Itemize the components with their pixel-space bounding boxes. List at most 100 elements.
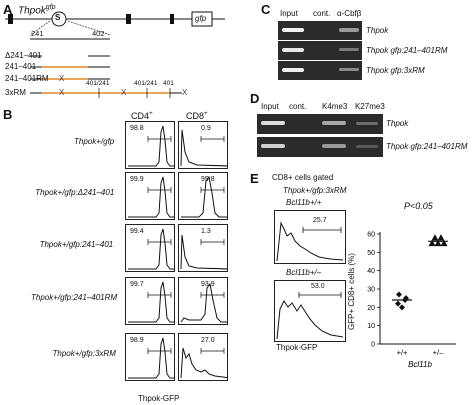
y-tick-label: 10 xyxy=(367,323,375,330)
panel-e-letter: E xyxy=(250,171,259,186)
lane-cont: cont. xyxy=(289,102,307,111)
gel-d-row-label-1: Thpok xyxy=(386,119,409,128)
gel-band xyxy=(282,68,304,72)
data-point-wt xyxy=(399,304,405,311)
histogram-cd4: 99.7 xyxy=(125,277,175,325)
y-tick-label: 40 xyxy=(367,268,375,275)
gel-c-row-label-3: Thpok gfp:3xRM xyxy=(366,66,425,75)
genotype-label: Thpok+/gfp:241–401 xyxy=(39,240,114,249)
mutation-mark: X xyxy=(59,88,65,97)
x-category-label: +/+ xyxy=(397,348,408,357)
construct-1-name: Δ241–401 xyxy=(5,51,42,60)
lane-input: Input xyxy=(280,9,298,18)
junction-label: 401/241 xyxy=(134,80,158,87)
data-point-het xyxy=(440,239,448,247)
data-point-het xyxy=(431,234,439,241)
histogram-e-het: 53.0 xyxy=(274,280,346,342)
gel-c-row-1 xyxy=(278,21,362,40)
lane-input: Input xyxy=(261,102,279,111)
panel-a-title: Thpokgfp xyxy=(18,4,56,17)
panel-b-xaxis-label: Thpok-GFP xyxy=(138,394,180,403)
histogram-cd4-value: 99.9 xyxy=(130,176,144,183)
gel-band xyxy=(339,28,359,32)
histogram-cd4: 98.8 xyxy=(125,121,175,169)
gate-label: CD8+ cells gated xyxy=(272,173,334,182)
panel-b-letter: B xyxy=(3,107,13,122)
gfp-box-label: gfp xyxy=(195,14,207,23)
histogram-cd4-value: 98.8 xyxy=(130,125,144,132)
exon-1 xyxy=(8,14,13,24)
gel-band xyxy=(261,144,285,148)
mutation-mark: X xyxy=(182,88,188,97)
gel-band xyxy=(282,48,304,52)
scatter-plot: 0 10 20 30 40 50 60 +/+ +/–Bcl11b xyxy=(367,232,456,369)
gel-d-row-label-2: Thpok gfp:241–401RM xyxy=(386,142,468,151)
data-point-het xyxy=(434,239,442,247)
data-point-wt xyxy=(395,300,401,307)
histogram-cd4: 98.9 xyxy=(125,333,175,381)
gel-band xyxy=(322,144,346,148)
histogram-cd8: 93.9 xyxy=(178,277,228,325)
gel-band xyxy=(339,48,359,51)
histogram-cd8: 27.0 xyxy=(178,333,228,381)
silencer-site xyxy=(51,11,67,27)
gel-c-row-2 xyxy=(278,41,362,60)
junction-label: 401/241 xyxy=(86,80,110,87)
pos-402-label: 402 xyxy=(92,29,105,38)
histogram-cd4-value: 99.7 xyxy=(130,281,144,288)
lane-k4me3: K4me3 xyxy=(322,102,348,111)
data-point-het xyxy=(437,234,445,241)
gel-band xyxy=(339,68,359,71)
panel-e-xaxis-label: Thpok-GFP xyxy=(276,343,318,352)
genotype-label: Thpok+/gfp:241–401RM xyxy=(31,293,118,302)
lane-anti-cbfb: α-Cbfβ xyxy=(337,9,362,18)
panel-c-letter: C xyxy=(261,2,271,17)
histogram-cd8-value: 0.9 xyxy=(201,125,211,132)
construct-2-name: 241–401 xyxy=(5,62,37,71)
histogram-cd8-value: 27.0 xyxy=(201,337,215,344)
y-tick-label: 20 xyxy=(367,305,375,312)
data-point-het xyxy=(428,239,436,247)
scatter-ylabel: GFP+ CD8+ cells (%) xyxy=(347,253,356,330)
histogram-e-wt: 25.7 xyxy=(274,210,346,264)
gel-c-row-3 xyxy=(278,61,362,80)
gel-c-row-label-2: Thpok gfp:241–401RM xyxy=(366,46,448,55)
pos-241-label: 241 xyxy=(31,29,44,38)
histogram-cd4-value: 99.4 xyxy=(130,228,144,235)
x-category-label: +/– xyxy=(433,348,444,357)
gel-d-row-1 xyxy=(257,114,383,134)
gel-band xyxy=(356,122,378,125)
gel-band xyxy=(282,28,304,32)
genotype-label: Thpok+/gfp:Δ241–401 xyxy=(35,188,115,197)
gel-c-row-label-1: Thpok xyxy=(366,26,389,35)
gene-diagram xyxy=(5,11,225,98)
histogram-e-wt-value: 25.7 xyxy=(313,217,327,224)
construct-3-name: 241–401RM xyxy=(5,74,49,83)
y-tick-label: 30 xyxy=(367,287,375,294)
cd4-column-header: CD4+ xyxy=(131,110,153,121)
silencer-label: S xyxy=(55,13,61,22)
junction-label: 401 xyxy=(163,80,174,87)
y-tick-label: 50 xyxy=(367,250,375,257)
gel-band xyxy=(261,121,285,125)
y-tick-label: 0 xyxy=(371,342,375,349)
mutation-mark: X xyxy=(121,88,127,97)
panel-e-genotype: Thpok+/gfp:3xRM xyxy=(283,186,347,195)
histogram-cd4: 99.9 xyxy=(125,172,175,220)
bcl11b-het-label: Bcl11b+/– xyxy=(286,268,322,277)
histogram-e-het-value: 53.0 xyxy=(311,283,325,290)
cd8-column-header: CD8+ xyxy=(186,110,208,121)
histogram-cd8: 1.3 xyxy=(178,224,228,272)
histogram-cd8-value: 1.3 xyxy=(201,228,211,235)
data-point-wt xyxy=(403,295,409,302)
histogram-cd4: 99.4 xyxy=(125,224,175,272)
gel-band xyxy=(356,145,378,148)
panel-d-letter: D xyxy=(250,91,260,106)
gel-d-row-2 xyxy=(257,137,383,157)
gel-band xyxy=(322,121,346,125)
exon-3 xyxy=(170,14,174,24)
x-axis-title: Bcl11b xyxy=(408,360,432,369)
p-value-label: P<0.05 xyxy=(404,201,433,211)
data-point-wt xyxy=(396,291,402,298)
bcl11b-wt-label: Bcl11b+/+ xyxy=(286,198,322,207)
